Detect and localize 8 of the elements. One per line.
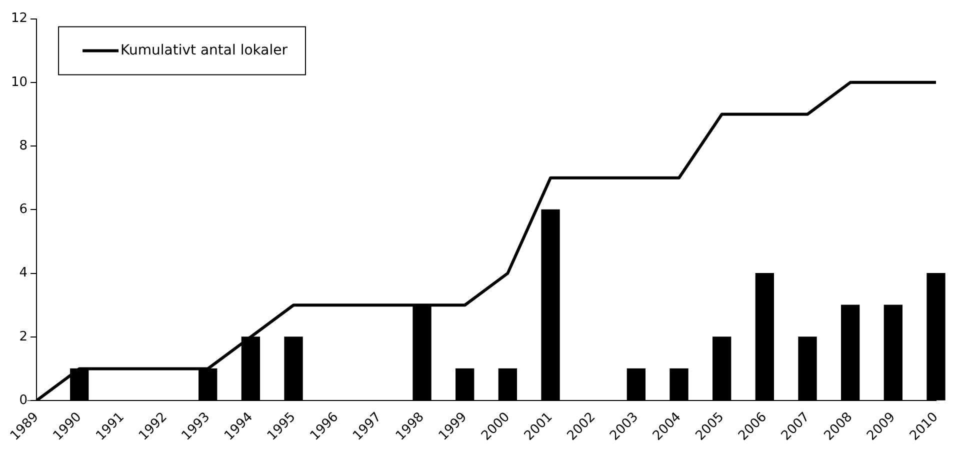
y-tick-label: 10 [10,74,28,90]
y-tick-label: 0 [19,392,28,408]
y-tick-label: 2 [19,329,28,344]
y-tick-label: 4 [19,266,28,281]
y-tick-label: 6 [19,202,28,218]
y-tick-label: 8 [19,138,28,154]
y-tick-label: 12 [10,11,28,26]
legend-label: Kumulativt antal lokaler [120,42,288,58]
